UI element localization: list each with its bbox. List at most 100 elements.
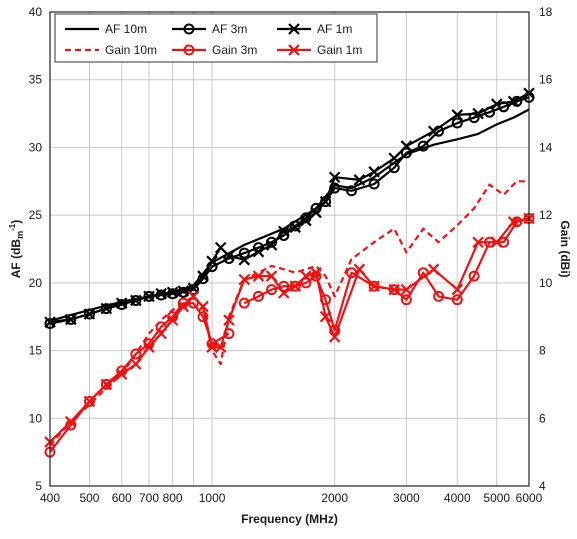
data-point <box>100 378 112 390</box>
data-point <box>65 313 77 326</box>
data-point-stroke <box>223 249 235 262</box>
data-point-stroke <box>206 341 218 353</box>
y-left-title-main: AF (dB <box>9 239 23 279</box>
data-point <box>368 166 380 178</box>
data-point-stroke <box>490 236 503 249</box>
data-point-stroke <box>451 283 464 296</box>
data-point-stroke <box>177 285 190 297</box>
data-point <box>100 378 113 391</box>
data-point <box>155 327 167 340</box>
x-tick-label: 4000 <box>444 491 471 505</box>
data-point-stroke <box>427 125 440 137</box>
y-left-tick-label: 35 <box>29 73 43 87</box>
data-point <box>320 196 332 208</box>
data-point-stroke <box>490 98 503 110</box>
data-point <box>289 280 301 292</box>
data-point-stroke <box>451 109 464 121</box>
y-left-tick-label: 30 <box>29 140 43 154</box>
data-point-stroke <box>472 107 484 120</box>
data-point-stroke <box>328 171 341 184</box>
data-point-stroke <box>223 314 235 326</box>
data-point <box>368 178 380 190</box>
data-point-stroke <box>252 270 265 282</box>
data-point <box>166 286 179 299</box>
data-point <box>300 277 312 289</box>
data-point <box>300 270 312 282</box>
data-point <box>238 254 251 266</box>
data-point <box>490 236 503 249</box>
data-point <box>100 302 113 315</box>
y-right-tick-label: 14 <box>539 140 553 154</box>
data-point <box>498 236 510 248</box>
data-point <box>100 303 112 315</box>
x-tick-label: 500 <box>79 491 99 505</box>
data-point <box>83 395 96 408</box>
data-point-stroke <box>83 308 96 320</box>
data-point <box>130 358 142 370</box>
y-right-axis-title: Gain (dBi) <box>558 220 572 277</box>
data-point <box>238 247 250 259</box>
data-point-stroke <box>177 300 190 313</box>
y-right-tick-label: 18 <box>539 5 553 19</box>
data-point <box>451 109 464 121</box>
data-point <box>214 341 227 353</box>
data-point-stroke <box>319 310 332 323</box>
data-point <box>388 283 400 296</box>
data-point-stroke <box>100 302 113 315</box>
data-point <box>451 117 463 129</box>
y-left-title-exp: -1 <box>8 223 17 231</box>
data-point-stroke <box>507 216 520 228</box>
data-point <box>289 221 301 234</box>
y-left-title-close: ) <box>9 220 23 224</box>
x-tick-label: 1000 <box>199 491 226 505</box>
x-tick-label: 2000 <box>321 491 348 505</box>
legend-marker-stroke <box>288 23 300 35</box>
data-point-stroke <box>388 152 400 165</box>
y-right-tick-label: 6 <box>539 411 546 425</box>
data-point <box>451 283 464 296</box>
data-point <box>472 107 484 120</box>
data-point-stroke <box>214 241 227 254</box>
legend-item: AF 3m <box>172 22 247 36</box>
data-point <box>427 263 440 276</box>
data-point-stroke <box>353 263 366 276</box>
data-point <box>197 311 209 323</box>
data-point <box>319 310 332 323</box>
x-tick-label: 3000 <box>393 491 420 505</box>
data-point <box>427 125 440 137</box>
axes: 400 500 600 700 800 1000 2000 3000 4000 5000 6000 5… <box>8 5 572 526</box>
data-point <box>400 140 413 152</box>
grid <box>50 12 529 486</box>
legend-item: Gain 10m <box>65 43 157 57</box>
series-line <box>49 217 530 443</box>
legend-marker <box>183 44 195 56</box>
y-left-tick-label: 25 <box>29 208 43 222</box>
data-point <box>353 263 366 276</box>
x-tick-label: 800 <box>163 491 183 505</box>
y-left-axis-title: AF (dBm-1) <box>8 220 25 278</box>
data-point <box>289 220 301 232</box>
y-left-tick-label: 10 <box>29 411 43 425</box>
y-left-title-unit: m <box>15 231 25 239</box>
data-point <box>417 140 429 152</box>
data-point <box>166 314 179 326</box>
data-point-stroke <box>238 254 251 266</box>
data-point <box>187 297 199 309</box>
data-point <box>187 290 200 303</box>
data-point <box>468 270 480 282</box>
data-point <box>206 255 218 267</box>
data-point <box>115 297 128 309</box>
data-point <box>252 270 265 282</box>
data-point <box>278 225 290 238</box>
data-point <box>223 314 235 326</box>
data-point <box>197 270 209 282</box>
legend-item: Gain 1m <box>277 43 362 57</box>
data-point-stroke <box>400 283 413 296</box>
data-point-stroke <box>310 266 322 279</box>
y-left-tick-label: 5 <box>35 479 42 493</box>
data-point <box>400 283 413 296</box>
data-point <box>155 287 167 300</box>
data-point-stroke <box>187 290 200 303</box>
y-right-tick-label: 4 <box>539 479 546 493</box>
